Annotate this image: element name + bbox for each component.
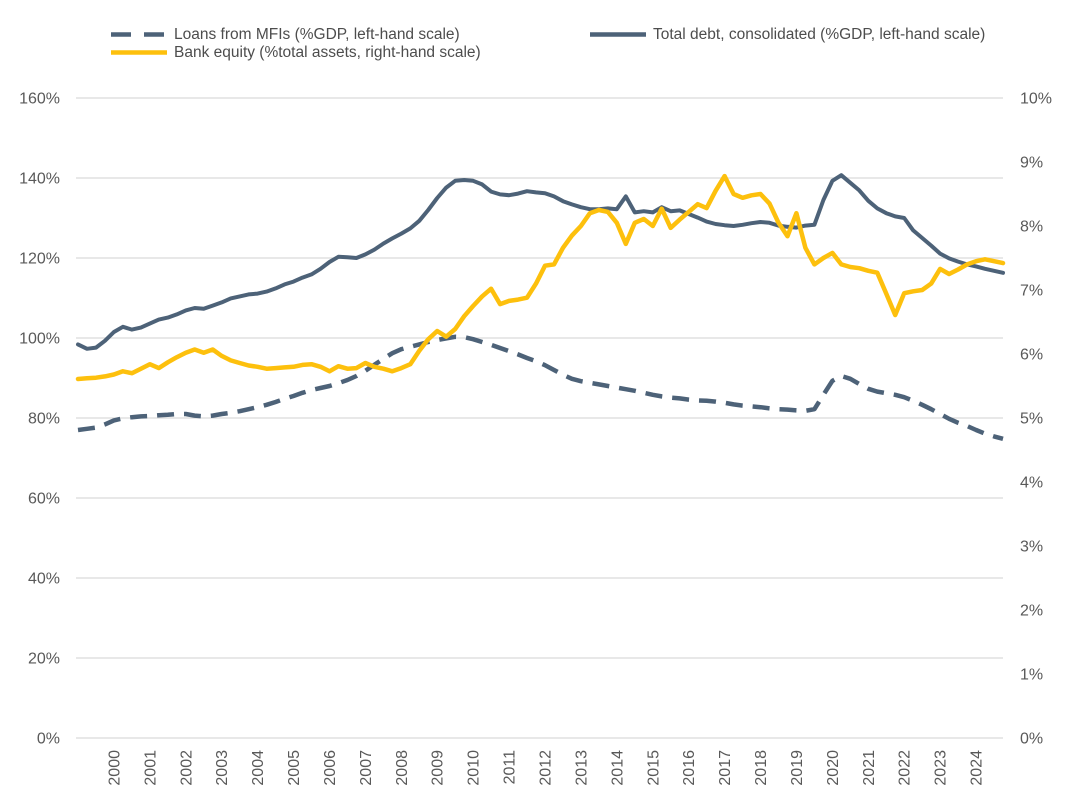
svg-text:2004: 2004 xyxy=(250,750,267,786)
svg-text:0%: 0% xyxy=(37,731,60,748)
svg-text:20%: 20% xyxy=(28,651,60,668)
svg-text:6%: 6% xyxy=(1020,347,1043,364)
svg-text:2014: 2014 xyxy=(609,750,626,786)
svg-text:2012: 2012 xyxy=(537,750,554,786)
svg-text:2%: 2% xyxy=(1020,603,1043,620)
svg-text:2016: 2016 xyxy=(681,750,698,786)
svg-text:2018: 2018 xyxy=(753,750,770,786)
svg-text:2003: 2003 xyxy=(214,750,231,786)
svg-text:2002: 2002 xyxy=(178,750,195,786)
svg-text:2006: 2006 xyxy=(322,750,339,786)
legend-item-bank-equity: Bank equity (%total assets, right-hand s… xyxy=(110,43,481,62)
svg-text:2019: 2019 xyxy=(789,750,806,786)
svg-text:4%: 4% xyxy=(1020,475,1043,492)
svg-text:9%: 9% xyxy=(1020,155,1043,172)
svg-text:2017: 2017 xyxy=(717,750,734,786)
svg-text:160%: 160% xyxy=(19,91,60,108)
svg-text:2001: 2001 xyxy=(142,750,159,786)
svg-text:8%: 8% xyxy=(1020,219,1043,236)
svg-text:2022: 2022 xyxy=(897,750,914,786)
legend-label-bank-equity: Bank equity (%total assets, right-hand s… xyxy=(174,44,481,61)
svg-text:2011: 2011 xyxy=(502,750,519,785)
svg-text:140%: 140% xyxy=(19,171,60,188)
svg-text:3%: 3% xyxy=(1020,539,1043,556)
svg-text:1%: 1% xyxy=(1020,667,1043,684)
svg-text:120%: 120% xyxy=(19,251,60,268)
svg-text:2021: 2021 xyxy=(861,750,878,786)
svg-text:2015: 2015 xyxy=(645,750,662,786)
svg-text:2000: 2000 xyxy=(106,750,123,786)
svg-text:2024: 2024 xyxy=(969,750,986,786)
svg-text:2005: 2005 xyxy=(286,750,303,786)
svg-text:5%: 5% xyxy=(1020,411,1043,428)
svg-text:80%: 80% xyxy=(28,411,60,428)
solid-line-marker-yellow xyxy=(111,50,167,55)
svg-text:10%: 10% xyxy=(1020,91,1052,108)
svg-text:60%: 60% xyxy=(28,491,60,508)
svg-text:7%: 7% xyxy=(1020,283,1043,300)
svg-text:2009: 2009 xyxy=(430,750,447,786)
legend-label-loans-mfi: Loans from MFIs (%GDP, left-hand scale) xyxy=(174,26,460,43)
svg-text:40%: 40% xyxy=(28,571,60,588)
svg-text:2013: 2013 xyxy=(573,750,590,786)
svg-text:2020: 2020 xyxy=(825,750,842,786)
svg-text:2023: 2023 xyxy=(933,750,950,786)
dashed-line-marker xyxy=(111,32,167,37)
svg-text:2007: 2007 xyxy=(358,750,375,786)
legend-label-total-debt: Total debt, consolidated (%GDP, left-han… xyxy=(653,26,986,43)
legend-item-loans-mfi: Loans from MFIs (%GDP, left-hand scale) xyxy=(110,25,460,44)
svg-text:0%: 0% xyxy=(1020,731,1043,748)
legend-item-total-debt: Total debt, consolidated (%GDP, left-han… xyxy=(589,25,985,44)
svg-text:2008: 2008 xyxy=(394,750,411,786)
svg-text:2010: 2010 xyxy=(466,750,483,786)
svg-text:100%: 100% xyxy=(19,331,60,348)
solid-line-marker xyxy=(590,32,646,37)
